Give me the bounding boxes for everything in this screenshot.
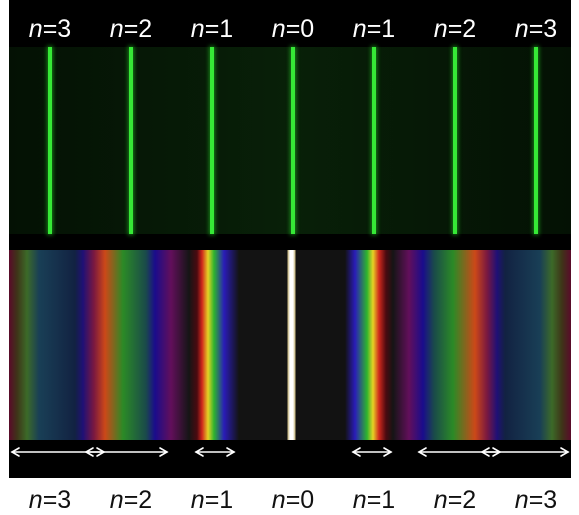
bottom-order-label-center-0: n=0 <box>271 486 315 514</box>
bottom-order-label-left-3: n=3 <box>28 486 72 514</box>
arrow-order-left-2 <box>84 447 169 457</box>
arrow-order-right-1 <box>351 447 393 457</box>
top-order-label-center-0: n=0 <box>271 15 315 43</box>
top-order-label-right-1: n=1 <box>352 15 396 43</box>
monochromatic-spectrum-band <box>9 47 571 234</box>
green-line-order-right-3 <box>534 47 538 234</box>
bottom-order-label-left-2: n=2 <box>109 486 153 514</box>
green-line-order-left-3 <box>48 47 52 234</box>
green-line-order-center-0 <box>291 47 295 234</box>
green-line-order-left-1 <box>210 47 214 234</box>
green-line-order-right-2 <box>453 47 457 234</box>
top-order-label-left-1: n=1 <box>190 15 234 43</box>
order-width-arrows <box>10 447 570 457</box>
arrow-order-left-1 <box>194 447 236 457</box>
top-order-label-right-3: n=3 <box>514 15 558 43</box>
top-order-label-left-2: n=2 <box>109 15 153 43</box>
arrow-order-right-3 <box>480 447 570 457</box>
green-line-order-right-1 <box>372 47 376 234</box>
bottom-order-label-right-2: n=2 <box>433 486 477 514</box>
top-order-label-right-2: n=2 <box>433 15 477 43</box>
top-order-label-left-3: n=3 <box>28 15 72 43</box>
green-line-order-left-2 <box>129 47 133 234</box>
bottom-order-label-right-1: n=1 <box>352 486 396 514</box>
bottom-order-label-right-3: n=3 <box>514 486 558 514</box>
white-light-spectrum-band <box>9 250 571 440</box>
bottom-order-label-left-1: n=1 <box>190 486 234 514</box>
